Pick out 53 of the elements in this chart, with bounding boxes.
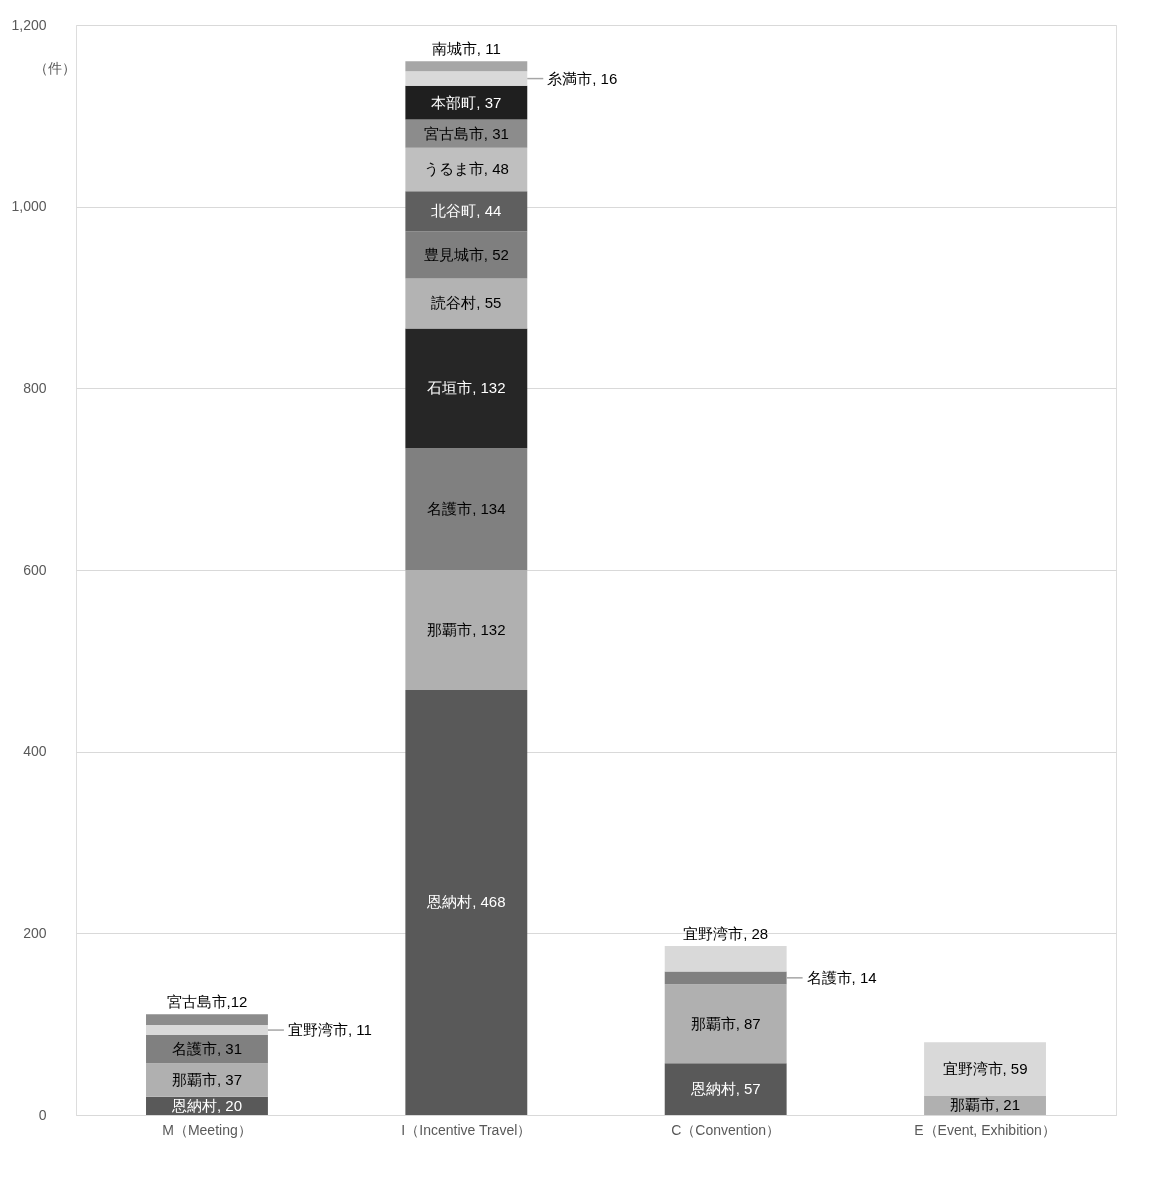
- text: 宜野湾市, 11: [287, 1021, 372, 1039]
- text: 恩納村, 20: [171, 1096, 242, 1114]
- y-tick-label: 1,000: [11, 198, 47, 215]
- text: 名護市, 31: [171, 1040, 242, 1058]
- bar: [664, 984, 787, 1064]
- bar: [405, 328, 528, 449]
- bar: [146, 1063, 268, 1097]
- bar: [405, 278, 528, 329]
- bar: [924, 1042, 1046, 1096]
- y-tick-label: 0: [38, 1106, 47, 1123]
- text: 恩納村, 57: [690, 1080, 761, 1098]
- text: 那覇市, 21: [950, 1096, 1021, 1114]
- y-tick-label: 800: [23, 379, 47, 396]
- y-tick-label: 1,200: [11, 16, 47, 33]
- text: 北谷町, 44: [431, 202, 502, 220]
- bar: [405, 147, 528, 192]
- text: 那覇市, 87: [690, 1014, 761, 1032]
- bar: [146, 1014, 268, 1026]
- text: うるま市, 48: [423, 160, 509, 178]
- text: 南城市, 11: [431, 40, 501, 58]
- bar: [405, 61, 528, 72]
- bar: [146, 1025, 268, 1036]
- bar: [664, 971, 787, 985]
- bar: [664, 946, 787, 972]
- x-tick-label: M（Meeting）: [162, 1121, 252, 1138]
- y-tick-label: 600: [23, 561, 47, 578]
- bar: [664, 1063, 787, 1115]
- x-tick-label: I（Incentive Travel）: [401, 1121, 532, 1138]
- text: 名護市, 134: [427, 500, 506, 518]
- text: 那覇市, 132: [427, 620, 506, 638]
- bar: [405, 231, 528, 279]
- text: 名護市, 14: [806, 968, 877, 986]
- text: 読谷村, 55: [431, 294, 502, 312]
- bar: [405, 689, 528, 1115]
- text: 宮古島市,12: [166, 993, 248, 1011]
- text: 宜野湾市, 28: [683, 925, 769, 943]
- bar: [405, 570, 528, 690]
- bar: [405, 191, 528, 232]
- text: 石垣市, 132: [427, 379, 506, 397]
- text: 宮古島市, 31: [423, 124, 509, 142]
- y-tick-label: 200: [23, 924, 47, 941]
- text: 糸満市, 16: [547, 69, 618, 87]
- text: 恩納村, 468: [427, 893, 506, 911]
- y-tick-label: 400: [23, 743, 47, 760]
- bar: [405, 448, 528, 570]
- x-tick-label: C（Convention）: [671, 1121, 781, 1138]
- text: 宜野湾市, 59: [942, 1060, 1028, 1078]
- text: 那覇市, 37: [171, 1071, 242, 1089]
- text: 豊見城市, 52: [423, 245, 509, 263]
- y-axis-title: （件）: [33, 59, 76, 76]
- bar: [405, 71, 528, 86]
- text: 本部町, 37: [431, 93, 502, 111]
- x-tick-label: E（Event, Exhibition）: [914, 1121, 1056, 1138]
